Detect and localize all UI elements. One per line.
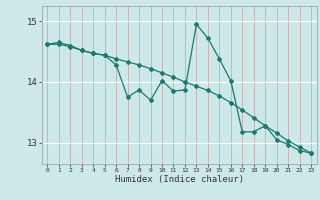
X-axis label: Humidex (Indice chaleur): Humidex (Indice chaleur): [115, 175, 244, 184]
